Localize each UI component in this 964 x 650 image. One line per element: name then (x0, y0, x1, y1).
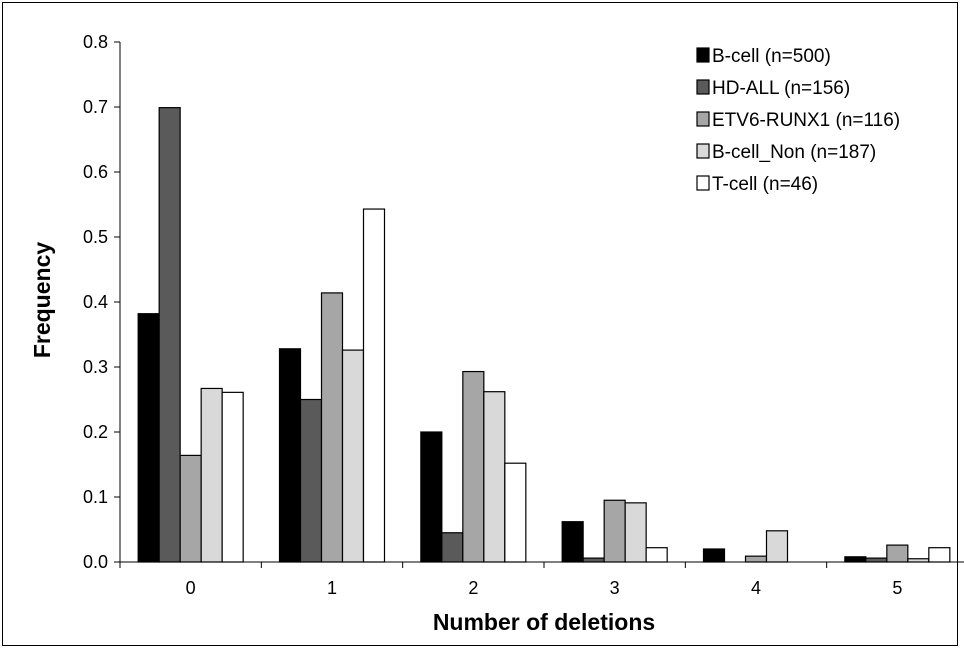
x-tick-label: 5 (892, 578, 902, 598)
bar-2-1 (441, 532, 464, 563)
bar-1-0 (278, 348, 302, 563)
bar-1-3 (341, 349, 365, 563)
y-tick-label: 0.4 (83, 292, 108, 312)
x-tick-label: 1 (327, 578, 337, 598)
bar-0-3 (200, 387, 223, 563)
x-tick-label: 2 (468, 578, 478, 598)
bar-1-1 (299, 398, 323, 563)
bar-3-4 (645, 547, 668, 563)
legend-label: B-cell_Non (n=187) (712, 142, 876, 163)
x-tick-label: 3 (610, 578, 620, 598)
legend-swatch (696, 111, 710, 127)
bar-3-1 (582, 557, 605, 563)
bar-2-4 (504, 462, 527, 563)
y-axis-title: Frequency (29, 242, 55, 359)
legend-label: ETV6-RUNX1 (n=116) (712, 110, 900, 131)
bar-1-2 (320, 292, 344, 563)
bar-0-1 (158, 107, 181, 563)
y-tick-label: 0.3 (83, 357, 108, 377)
bar-2-3 (483, 391, 506, 563)
y-tick-label: 0.8 (83, 32, 108, 52)
x-tick-label: 0 (186, 578, 196, 598)
bar-2-2 (462, 370, 485, 563)
x-axis-title: Number of deletions (433, 609, 655, 635)
bar-4-3 (765, 530, 789, 563)
x-tick-label: 4 (751, 578, 761, 598)
bar-1-4 (362, 208, 386, 563)
bar-4-0 (702, 548, 726, 563)
y-tick-label: 0.5 (83, 227, 108, 247)
legend-swatch (696, 79, 710, 95)
legend: B-cell (n=500) HD-ALL (n=156) ETV6-RUNX1 (… (696, 46, 900, 195)
y-tick-label: 0.1 (83, 487, 108, 507)
plot-area: 0.0 0.1 0.2 0.3 0.4 0.5 0.6 0.7 0.8 0 1 2 3 4 5 (83, 32, 964, 598)
bar-2-0 (420, 431, 443, 563)
legend-swatch (696, 47, 710, 63)
legend-label: HD-ALL (n=156) (712, 78, 850, 99)
bar-0-4 (221, 391, 244, 563)
y-tick-label: 0.6 (83, 162, 108, 182)
bar-3-3 (624, 502, 647, 563)
bar-5-4 (928, 547, 951, 563)
legend-swatch (696, 143, 710, 159)
legend-label: B-cell (n=500) (712, 46, 831, 67)
bar-0-0 (137, 313, 160, 563)
bar-5-2 (886, 544, 909, 563)
y-tick-label: 0.7 (83, 97, 108, 117)
bar-3-0 (561, 521, 584, 563)
bar-3-2 (603, 499, 626, 563)
legend-swatch (696, 175, 710, 191)
legend-label: T-cell (n=46) (712, 174, 818, 195)
bar-5-1 (865, 557, 888, 563)
bar-4-2 (744, 555, 768, 563)
bar-0-2 (179, 454, 202, 563)
y-tick-label: 0.0 (83, 552, 108, 572)
bar-5-0 (844, 556, 867, 563)
y-tick-label: 0.2 (83, 422, 108, 442)
